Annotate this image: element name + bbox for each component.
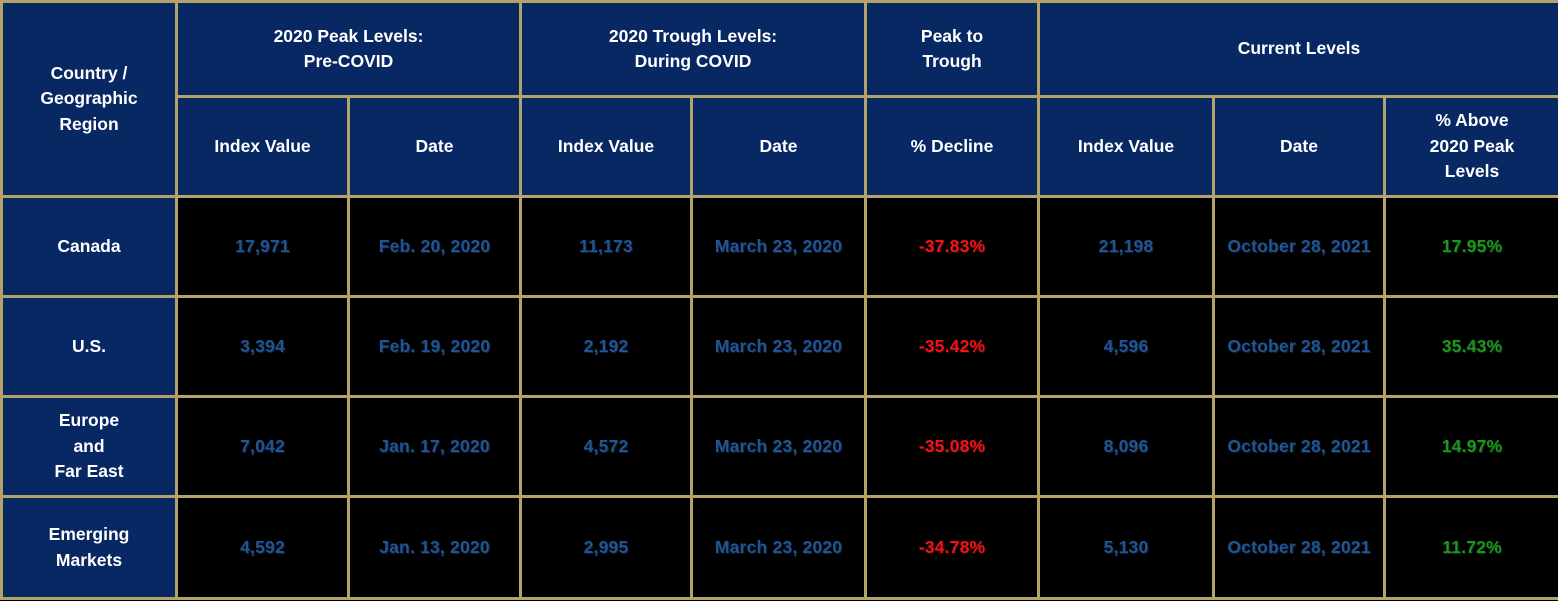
group-header-current-levels: Current Levels [1037, 0, 1558, 98]
cell-trough-index: 2,995 [519, 495, 693, 600]
col-header-pct-above-peak: % Above 2020 Peak Levels [1383, 95, 1558, 198]
cell-pct-above-peak: 35.43% [1383, 295, 1558, 398]
table-row: Emerging Markets 4,592 Jan. 13, 2020 2,9… [0, 495, 1558, 600]
cell-peak-date: Jan. 17, 2020 [347, 395, 522, 498]
cell-current-index: 4,596 [1037, 295, 1216, 398]
table-row: Europe and Far East 7,042 Jan. 17, 2020 … [0, 395, 1558, 498]
cell-trough-index: 2,192 [519, 295, 693, 398]
cell-peak-date: Feb. 19, 2020 [347, 295, 522, 398]
cell-trough-date: March 23, 2020 [689, 495, 868, 600]
cell-peak-index: 3,394 [175, 295, 350, 398]
col-header-trough-index-value: Index Value [519, 95, 693, 198]
cell-current-index: 21,198 [1037, 195, 1216, 298]
group-header-peak-levels: 2020 Peak Levels: Pre-COVID [175, 0, 522, 98]
group-header-peak-to-trough: Peak to Trough [864, 0, 1041, 98]
cell-peak-index: 17,971 [175, 195, 350, 298]
cell-peak-index: 4,592 [175, 495, 350, 600]
col-header-peak-index-value: Index Value [175, 95, 350, 198]
cell-current-index: 8,096 [1037, 395, 1216, 498]
cell-pct-decline: -35.08% [864, 395, 1041, 498]
row-label-canada: Canada [0, 195, 178, 298]
cell-pct-decline: -37.83% [864, 195, 1041, 298]
cell-peak-date: Jan. 13, 2020 [347, 495, 522, 600]
table-row: Canada 17,971 Feb. 20, 2020 11,173 March… [0, 195, 1558, 298]
cell-current-date: October 28, 2021 [1212, 395, 1387, 498]
table-row: U.S. 3,394 Feb. 19, 2020 2,192 March 23,… [0, 295, 1558, 398]
cell-trough-date: March 23, 2020 [689, 195, 868, 298]
col-header-pct-decline: % Decline [864, 95, 1041, 198]
group-header-trough-levels: 2020 Trough Levels: During COVID [518, 0, 868, 98]
cell-current-date: October 28, 2021 [1212, 195, 1387, 298]
cell-pct-decline: -34.78% [864, 495, 1041, 600]
cell-trough-index: 11,173 [519, 195, 693, 298]
col-header-current-index-value: Index Value [1037, 95, 1216, 198]
cell-pct-decline: -35.42% [864, 295, 1041, 398]
cell-pct-above-peak: 17.95% [1383, 195, 1558, 298]
corner-header-country-region: Country / Geographic Region [0, 0, 178, 198]
cell-current-date: October 28, 2021 [1212, 295, 1387, 398]
cell-current-date: October 28, 2021 [1212, 495, 1387, 600]
col-header-current-date: Date [1212, 95, 1387, 198]
cell-peak-index: 7,042 [175, 395, 350, 498]
cell-pct-above-peak: 14.97% [1383, 395, 1558, 498]
col-header-trough-date: Date [689, 95, 868, 198]
cell-peak-date: Feb. 20, 2020 [347, 195, 522, 298]
row-label-europe-far-east: Europe and Far East [0, 395, 178, 498]
cell-trough-date: March 23, 2020 [689, 295, 868, 398]
cell-pct-above-peak: 11.72% [1383, 495, 1558, 600]
cell-trough-date: March 23, 2020 [689, 395, 868, 498]
row-label-us: U.S. [0, 295, 178, 398]
row-label-emerging-markets: Emerging Markets [0, 495, 178, 600]
cell-trough-index: 4,572 [519, 395, 693, 498]
col-header-peak-date: Date [347, 95, 522, 198]
cell-current-index: 5,130 [1037, 495, 1216, 600]
